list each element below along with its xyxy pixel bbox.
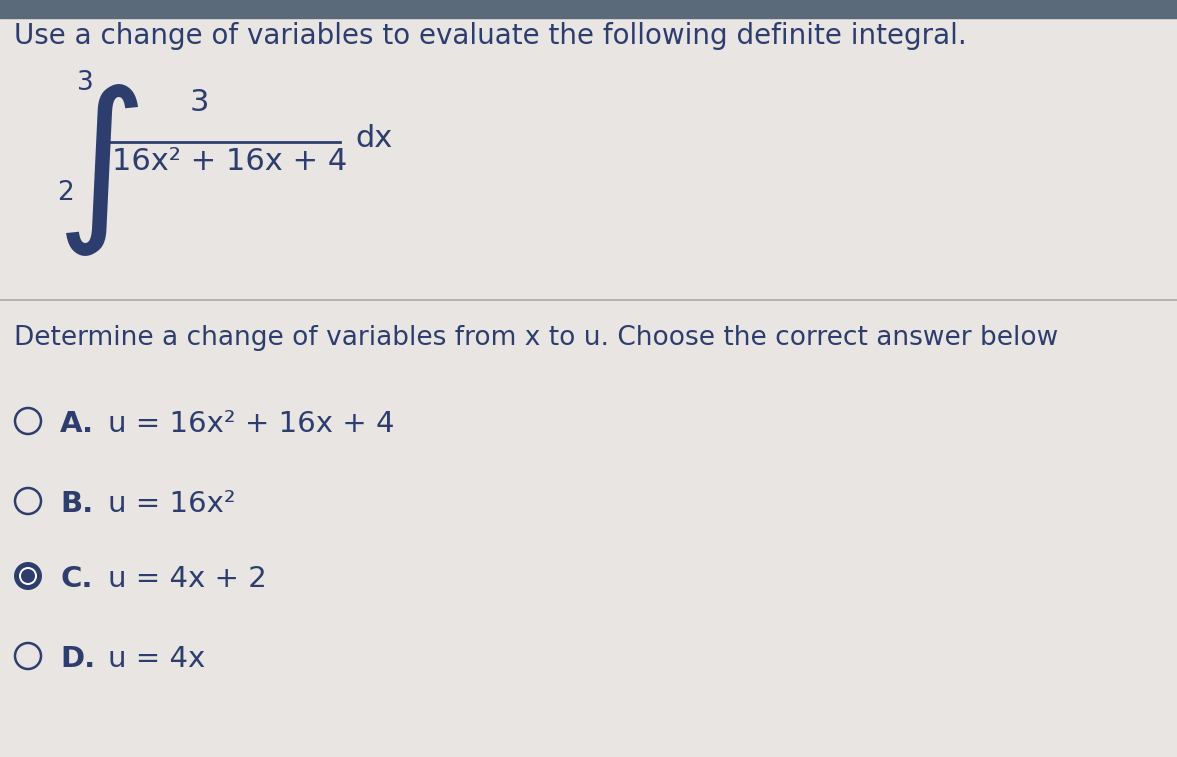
Text: C.: C.	[60, 565, 93, 593]
Text: u = 4x: u = 4x	[108, 645, 205, 673]
Circle shape	[19, 567, 36, 585]
Text: 16x² + 16x + 4: 16x² + 16x + 4	[112, 147, 347, 176]
Text: B.: B.	[60, 490, 93, 518]
Text: 3: 3	[189, 88, 210, 117]
Text: D.: D.	[60, 645, 95, 673]
Text: Use a change of variables to evaluate the following definite integral.: Use a change of variables to evaluate th…	[14, 22, 966, 50]
Circle shape	[14, 562, 42, 590]
Circle shape	[15, 488, 41, 514]
Text: u = 16x²: u = 16x²	[108, 490, 235, 518]
Text: A.: A.	[60, 410, 94, 438]
Text: Determine a change of variables from x to u. Choose the correct answer below: Determine a change of variables from x t…	[14, 325, 1058, 351]
Text: $\int$: $\int$	[55, 82, 139, 258]
Text: 3: 3	[77, 70, 94, 96]
Circle shape	[15, 408, 41, 434]
Circle shape	[21, 569, 35, 583]
Circle shape	[15, 643, 41, 669]
Text: u = 4x + 2: u = 4x + 2	[108, 565, 267, 593]
Text: 2: 2	[56, 180, 74, 206]
Text: u = 16x² + 16x + 4: u = 16x² + 16x + 4	[108, 410, 394, 438]
Text: dx: dx	[355, 124, 392, 153]
